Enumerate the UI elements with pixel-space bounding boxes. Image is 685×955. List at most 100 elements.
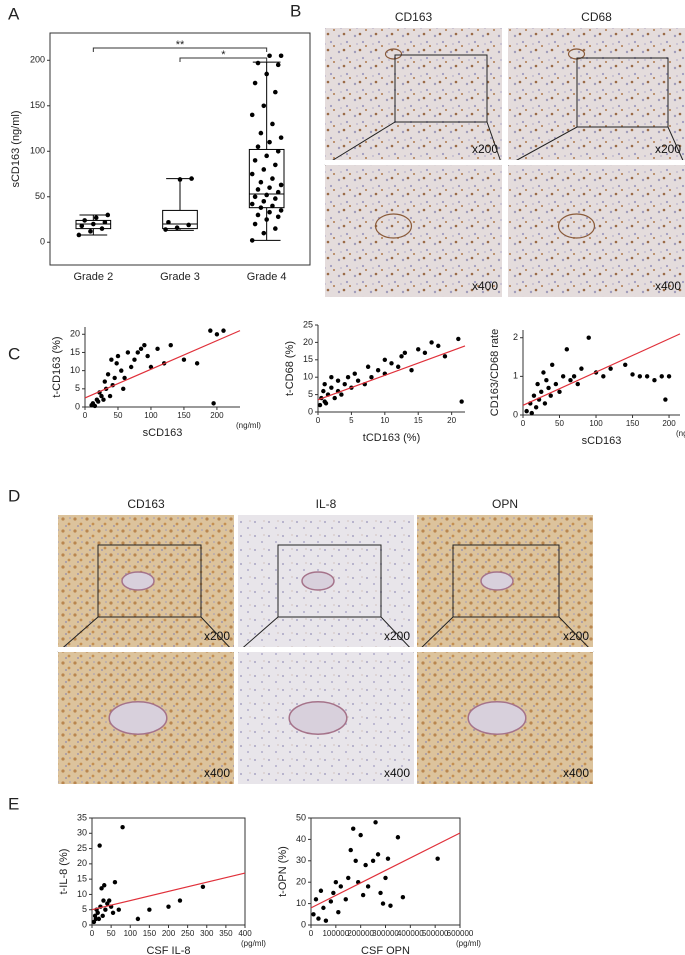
- zoom-line: [237, 616, 279, 653]
- data-point: [328, 899, 334, 904]
- x-tick-label: 250: [181, 929, 195, 938]
- x-tick-label: 200: [162, 929, 176, 938]
- data-point: [575, 381, 580, 387]
- zoom-line: [558, 616, 594, 653]
- data-point: [375, 852, 381, 857]
- data-point: [252, 221, 258, 227]
- data-point: [346, 875, 351, 881]
- y-axis-label: t-CD68 (%): [284, 341, 296, 396]
- data-point: [323, 918, 329, 923]
- data-point: [275, 214, 281, 220]
- zoom-line: [200, 616, 235, 653]
- data-point: [99, 886, 104, 891]
- x-tick-label: 200000: [347, 929, 374, 938]
- data-point: [155, 346, 160, 352]
- data-point: [644, 374, 650, 379]
- x-tick-label: 500000: [422, 929, 449, 938]
- data-point: [135, 916, 141, 922]
- data-point: [122, 375, 127, 381]
- y-tick-label: 35: [77, 812, 87, 822]
- data-point: [531, 393, 537, 398]
- magnification-label: x400: [204, 766, 230, 780]
- data-point: [109, 357, 114, 362]
- panel-label: C: [8, 344, 20, 363]
- x-tick-label: 100000: [322, 929, 349, 938]
- vessel: [374, 213, 413, 239]
- x-tick-label: 200: [210, 411, 224, 420]
- data-point: [375, 368, 381, 373]
- data-point: [214, 332, 220, 337]
- y-tick-label: 1: [513, 371, 518, 381]
- data-point: [539, 389, 544, 395]
- x-tick-label: 100: [589, 419, 603, 428]
- zoom-line: [507, 126, 578, 166]
- y-tick-label: 20: [70, 329, 80, 339]
- data-point: [147, 907, 152, 912]
- x-tick-label: 5: [349, 416, 354, 425]
- stain-header: OPN: [492, 497, 518, 511]
- data-point: [422, 350, 428, 356]
- y-tick-label: 50: [296, 812, 306, 822]
- zoom-line: [324, 121, 396, 166]
- data-point: [637, 374, 643, 379]
- data-point: [258, 205, 264, 210]
- data-point: [88, 229, 93, 234]
- significance-label: **: [176, 39, 185, 51]
- data-point: [93, 215, 99, 220]
- y-tick-label: 5: [75, 383, 80, 393]
- data-point: [249, 112, 255, 118]
- data-point: [92, 403, 98, 409]
- micrograph: [325, 165, 502, 297]
- data-point: [115, 353, 121, 359]
- x-axis-label: tCD163 (%): [363, 432, 420, 444]
- data-point: [255, 144, 261, 150]
- data-point: [261, 103, 267, 109]
- data-point: [267, 53, 272, 59]
- x-unit-label: (pg/ml): [241, 939, 266, 948]
- data-point: [125, 350, 131, 355]
- data-point: [529, 410, 534, 416]
- data-point: [400, 894, 406, 900]
- fit-line: [317, 345, 466, 401]
- data-point: [273, 196, 278, 201]
- fit-line: [310, 832, 461, 909]
- data-point: [82, 218, 87, 223]
- data-point: [568, 378, 573, 383]
- plot-frame: [91, 817, 246, 926]
- data-point: [369, 375, 374, 380]
- y-tick-label: 2: [513, 332, 518, 342]
- data-point: [365, 364, 371, 369]
- y-tick-label: 40: [296, 834, 306, 844]
- data-point: [95, 399, 101, 404]
- data-point: [138, 346, 144, 352]
- panel-label: A: [8, 4, 20, 23]
- data-point: [275, 62, 281, 68]
- data-point: [189, 176, 194, 181]
- zoom-line: [57, 616, 99, 653]
- data-point: [402, 350, 408, 356]
- data-point: [252, 194, 258, 200]
- data-point: [355, 378, 361, 383]
- x-axis-label: sCD163: [582, 435, 622, 447]
- data-point: [200, 884, 206, 889]
- data-point: [163, 227, 168, 232]
- x-tick-label: 100: [124, 929, 138, 938]
- data-point: [76, 232, 82, 238]
- data-point: [79, 223, 85, 229]
- data-point: [358, 832, 363, 838]
- box: [162, 209, 198, 230]
- data-point: [338, 884, 343, 889]
- data-point: [389, 361, 394, 366]
- data-point: [436, 343, 441, 349]
- x-unit-label: (ng/ml): [676, 429, 685, 438]
- data-point: [360, 892, 366, 898]
- data-point: [409, 368, 414, 373]
- fit-line: [84, 330, 241, 399]
- inset-box: [576, 57, 669, 128]
- x-tick-label: 15: [414, 416, 423, 425]
- data-point: [120, 824, 125, 830]
- data-point: [630, 372, 635, 377]
- y-tick-label: 200: [30, 55, 45, 65]
- zoom-line: [416, 616, 454, 653]
- data-point: [255, 212, 261, 218]
